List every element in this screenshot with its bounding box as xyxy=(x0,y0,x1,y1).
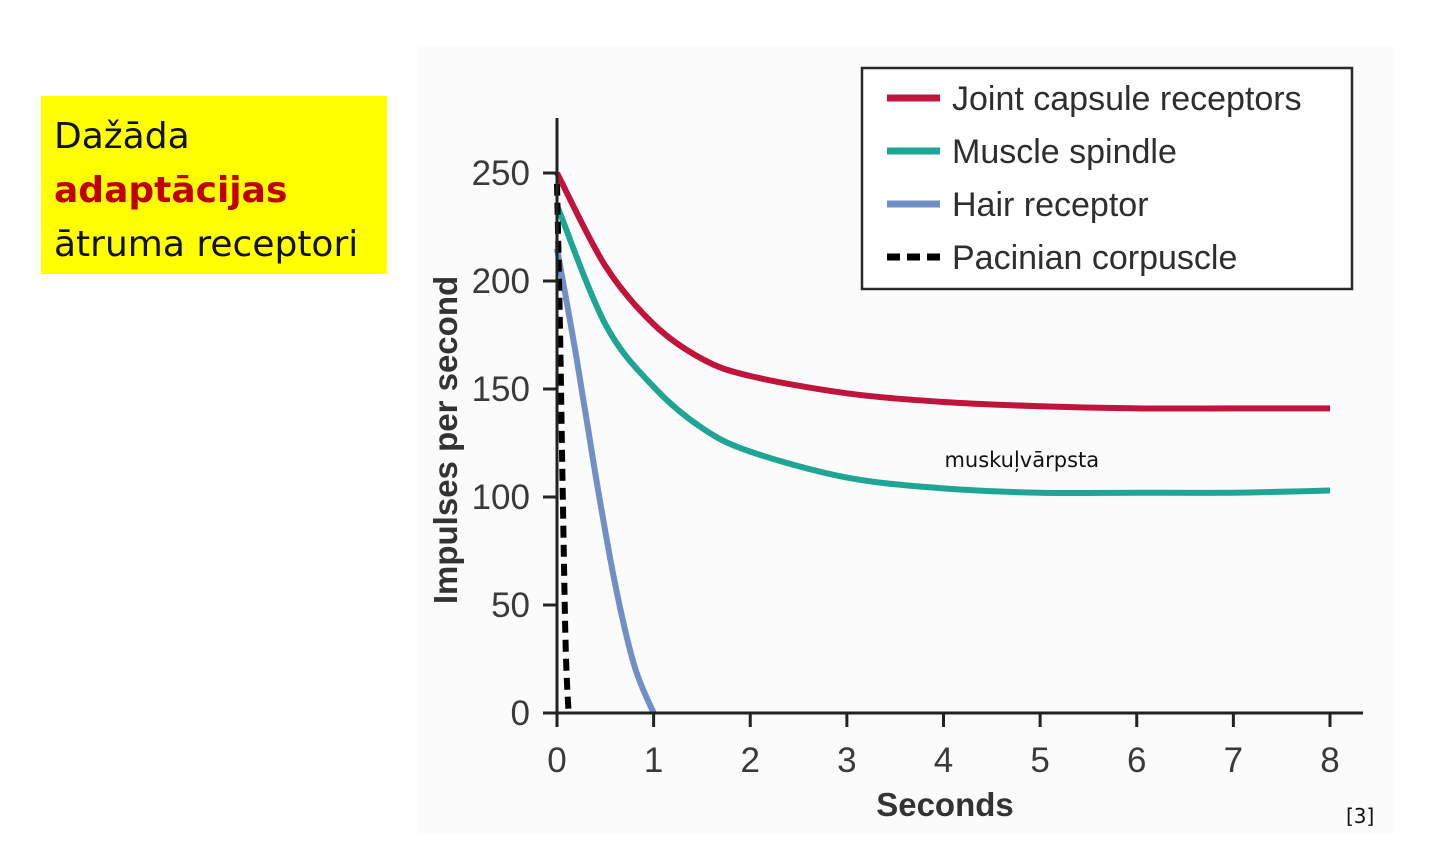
y-tick-label-100: 100 xyxy=(472,478,530,517)
x-tick-label-6: 6 xyxy=(1127,741,1146,780)
y-axis-title: Impulses per second xyxy=(427,276,464,604)
note-line-1: Dažāda xyxy=(54,116,190,157)
series-line-3 xyxy=(554,248,657,715)
y-tick-label-50: 50 xyxy=(491,586,530,625)
x-tick-label-7: 7 xyxy=(1224,741,1243,780)
legend-box xyxy=(860,66,1354,291)
x-tick-label-0: 0 xyxy=(547,741,566,780)
y-tick-label-0: 0 xyxy=(511,694,530,733)
series-layer xyxy=(554,171,1331,715)
x-axis-title: Seconds xyxy=(876,786,1014,823)
note-line-3: ātruma receptori xyxy=(54,224,359,265)
legend-label-1: Joint capsule receptors xyxy=(952,80,1302,118)
x-tick-label-3: 3 xyxy=(837,741,856,780)
description-note: Dažāda adaptācijas ātruma receptori xyxy=(41,96,387,274)
x-tick-label-1: 1 xyxy=(644,741,663,780)
y-tick-label-250: 250 xyxy=(472,154,530,193)
legend-label-4: Pacinian corpuscle xyxy=(952,239,1237,277)
note-line-2: adaptācijas xyxy=(54,170,288,211)
annotation-muskulvarpsta: muskuļvārpsta xyxy=(944,448,1099,472)
y-tick-label-200: 200 xyxy=(472,262,530,301)
x-tick-label-2: 2 xyxy=(741,741,760,780)
y-tick-label-150: 150 xyxy=(472,370,530,409)
legend-label-3: Hair receptor xyxy=(952,186,1149,224)
axes-layer: 0 50 100 150 200 250 0 1 2 3 4 5 6 7 8 Seconds Impulses … xyxy=(427,118,1363,823)
series-line-1 xyxy=(554,171,1330,412)
x-tick-label-5: 5 xyxy=(1030,741,1049,780)
reference-label: [3] xyxy=(1346,804,1374,828)
legend-label-2: Muscle spindle xyxy=(952,133,1177,171)
x-tick-label-8: 8 xyxy=(1320,741,1339,780)
series-line-2 xyxy=(554,204,1331,497)
x-tick-label-4: 4 xyxy=(934,741,953,780)
legend: Joint capsule receptors Muscle spindle Hai… xyxy=(860,66,1354,291)
